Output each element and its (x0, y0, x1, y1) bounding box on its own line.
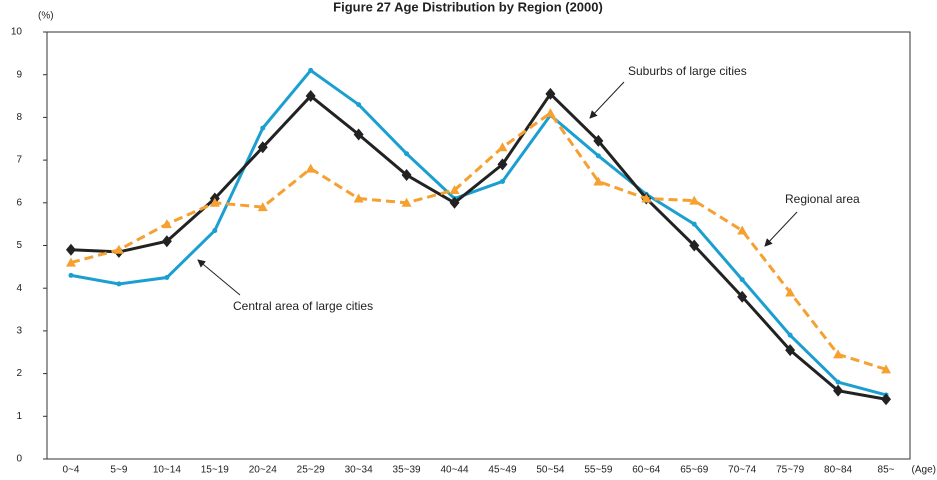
y-tick-label: 8 (16, 112, 22, 123)
point (593, 134, 604, 147)
x-tick-label: 10~14 (153, 465, 182, 476)
point (737, 290, 748, 303)
point (449, 184, 460, 194)
point (881, 393, 892, 406)
chart-title: Figure 27 Age Distribution by Region (20… (333, 0, 603, 14)
point (212, 228, 218, 234)
point (689, 195, 700, 205)
point (835, 379, 841, 385)
y-tick-label: 10 (11, 27, 23, 38)
point (305, 163, 316, 173)
point (833, 349, 844, 359)
y-tick-label: 2 (16, 368, 22, 379)
point (499, 178, 505, 184)
y-tick-label: 0 (16, 454, 22, 465)
point (257, 202, 268, 212)
point (739, 277, 745, 283)
series-line (70, 111, 887, 371)
point (356, 102, 362, 108)
series-line (70, 68, 887, 397)
y-tick-label: 1 (16, 411, 22, 422)
point (161, 235, 172, 248)
callout-arrow (589, 81, 625, 119)
point (545, 87, 556, 100)
x-tick-label: 60~64 (632, 465, 661, 476)
plot-frame (46, 31, 911, 460)
point (161, 219, 172, 229)
x-tick-label: 20~24 (249, 465, 278, 476)
callout-arrow (197, 259, 241, 296)
x-tick-label: 0~4 (62, 465, 79, 476)
point (260, 125, 266, 131)
point (68, 272, 74, 278)
point (209, 197, 220, 207)
callout-arrow (764, 211, 798, 247)
x-tick-label: 85~ (878, 465, 895, 476)
point (353, 193, 364, 203)
point (353, 128, 364, 141)
point (65, 243, 76, 256)
y-tick-label: 7 (16, 155, 22, 166)
point (689, 239, 700, 252)
series-callout: Regional area (785, 192, 860, 206)
y-tick-label: 3 (16, 326, 22, 337)
x-tick-label: 5~9 (110, 465, 127, 476)
point (641, 193, 652, 203)
x-axis-label: (Age) (912, 465, 936, 476)
point (785, 344, 796, 357)
x-tick-label: 65~69 (680, 465, 709, 476)
x-tick-label: 25~29 (297, 465, 326, 476)
point (404, 151, 410, 157)
point (401, 197, 412, 207)
point (881, 364, 892, 374)
x-tick-label: 40~44 (440, 465, 469, 476)
x-tick-label: 80~84 (824, 465, 853, 476)
point (257, 141, 268, 154)
y-axis-label: (%) (38, 11, 54, 22)
point (595, 153, 601, 159)
point (305, 90, 316, 103)
point (545, 108, 556, 118)
x-tick-label: 75~79 (776, 465, 805, 476)
x-tick-label: 55~59 (584, 465, 613, 476)
point (164, 275, 170, 281)
point (497, 142, 508, 152)
y-tick-label: 6 (16, 197, 22, 208)
point (113, 244, 124, 254)
y-tick-label: 4 (16, 283, 22, 294)
point (401, 169, 412, 182)
point (691, 221, 697, 227)
point (593, 176, 604, 186)
x-tick-label: 70~74 (728, 465, 757, 476)
point (497, 158, 508, 171)
point (65, 257, 76, 267)
series-callout: Central area of large cities (233, 299, 373, 313)
x-tick-label: 45~49 (488, 465, 517, 476)
x-tick-label: 15~19 (201, 465, 230, 476)
series-line (70, 91, 887, 401)
x-tick-label: 35~39 (393, 465, 422, 476)
y-tick-label: 5 (16, 240, 22, 251)
point (737, 225, 748, 235)
series-callout: Suburbs of large cities (628, 64, 747, 78)
point (116, 281, 122, 287)
point (308, 67, 314, 73)
point (785, 287, 796, 297)
point (787, 332, 793, 338)
y-tick-label: 9 (16, 69, 22, 80)
point (449, 196, 460, 209)
x-tick-label: 50~54 (536, 465, 565, 476)
point (833, 384, 844, 397)
x-tick-label: 30~34 (345, 465, 374, 476)
